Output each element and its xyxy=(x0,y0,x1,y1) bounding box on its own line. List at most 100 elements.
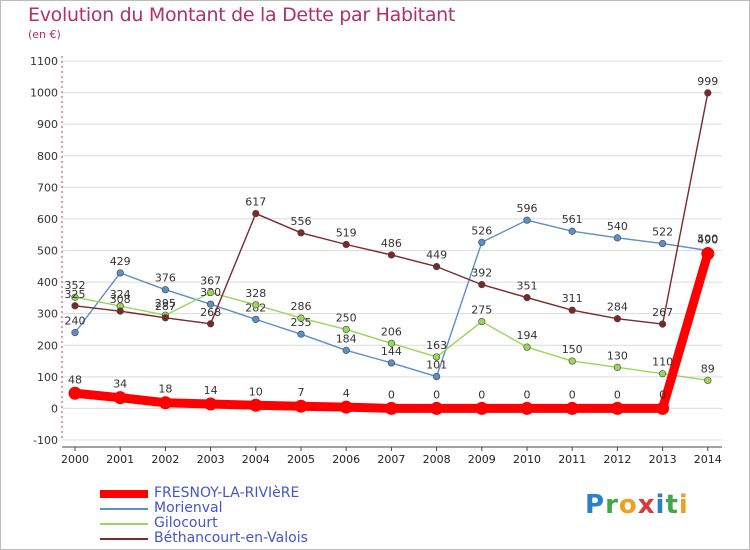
x-tick-label: 2002 xyxy=(151,453,179,466)
data-point-morienval xyxy=(613,234,622,242)
data-point-b-thancourt-en-valois xyxy=(161,314,169,322)
data-point-gilocourt xyxy=(71,293,79,301)
data-label-fresnoy-la-rivi-re: 18 xyxy=(158,383,172,396)
data-point-fresnoy-la-rivi-re xyxy=(475,401,489,415)
legend-swatch-gilocourt xyxy=(100,523,148,525)
data-point-gilocourt xyxy=(252,301,260,309)
data-point-morienval xyxy=(342,346,350,354)
x-tick-label: 2011 xyxy=(558,453,586,466)
data-point-gilocourt xyxy=(613,363,622,371)
data-point-b-thancourt-en-valois xyxy=(252,209,260,218)
y-tick-label: 200 xyxy=(37,339,58,352)
proxiti-logo: Proxiti xyxy=(585,490,689,520)
legend-item-morienval: Morienval xyxy=(100,500,400,517)
data-label-morienval: 240 xyxy=(65,315,86,328)
data-point-morienval xyxy=(658,239,667,248)
x-tick-label: 2003 xyxy=(197,453,225,466)
data-point-morienval xyxy=(297,330,305,338)
legend-swatch-bethancourt xyxy=(100,538,148,540)
data-label-gilocourt: 324 xyxy=(110,288,131,301)
data-point-gilocourt xyxy=(568,357,576,365)
data-point-morienval xyxy=(116,269,124,277)
data-label-morienval: 429 xyxy=(110,255,131,268)
data-point-b-thancourt-en-valois xyxy=(478,281,486,289)
data-point-b-thancourt-en-valois xyxy=(297,229,305,237)
data-label-morienval: 235 xyxy=(291,316,312,329)
data-label-morienval: 144 xyxy=(381,345,402,358)
x-tick-label: 2004 xyxy=(242,453,270,466)
data-label-fresnoy-la-rivi-re: 0 xyxy=(388,388,395,401)
data-label-b-thancourt-en-valois: 556 xyxy=(291,215,312,228)
data-point-morienval xyxy=(568,227,576,235)
data-label-gilocourt: 367 xyxy=(200,275,221,288)
data-point-fresnoy-la-rivi-re xyxy=(294,399,308,413)
data-label-gilocourt: 130 xyxy=(607,349,628,362)
data-label-fresnoy-la-rivi-re: 14 xyxy=(204,384,218,397)
y-tick-label: 300 xyxy=(37,308,58,321)
data-point-b-thancourt-en-valois xyxy=(658,320,667,328)
data-point-gilocourt xyxy=(658,370,667,378)
data-label-b-thancourt-en-valois: 351 xyxy=(517,280,538,293)
data-label-b-thancourt-en-valois: 284 xyxy=(607,301,628,314)
x-tick-label: 2006 xyxy=(332,453,360,466)
data-point-fresnoy-la-rivi-re xyxy=(384,401,398,415)
data-point-b-thancourt-en-valois xyxy=(71,302,79,310)
data-point-morienval xyxy=(161,286,169,294)
x-tick-label: 2014 xyxy=(694,453,722,466)
data-label-morienval: 500 xyxy=(697,233,718,246)
data-label-gilocourt: 206 xyxy=(381,325,402,338)
data-point-morienval xyxy=(433,372,441,381)
data-label-b-thancourt-en-valois: 486 xyxy=(381,237,402,250)
y-tick-label: 500 xyxy=(37,245,58,258)
data-label-b-thancourt-en-valois: 268 xyxy=(200,306,221,319)
data-label-fresnoy-la-rivi-re: 4 xyxy=(343,387,350,400)
data-label-fresnoy-la-rivi-re: 10 xyxy=(249,385,263,398)
data-label-fresnoy-la-rivi-re: 7 xyxy=(298,386,305,399)
chart-title: Evolution du Montant de la Dette par Hab… xyxy=(28,4,456,26)
data-point-b-thancourt-en-valois xyxy=(568,306,576,314)
data-point-fresnoy-la-rivi-re xyxy=(610,401,624,415)
data-point-fresnoy-la-rivi-re xyxy=(430,401,444,415)
y-tick-label: 100 xyxy=(37,371,58,384)
legend-item-fresnoy: FRESNOY-LA-RIVIèRE xyxy=(100,485,400,502)
y-tick-label: 700 xyxy=(37,181,58,194)
data-label-b-thancourt-en-valois: 308 xyxy=(110,293,131,306)
data-label-gilocourt: 275 xyxy=(471,304,492,317)
y-tick-label: 600 xyxy=(37,213,58,226)
data-point-gilocourt xyxy=(433,353,441,361)
data-point-b-thancourt-en-valois xyxy=(116,307,124,315)
series-line-b-thancourt-en-valois xyxy=(74,92,709,325)
data-point-b-thancourt-en-valois xyxy=(342,240,350,249)
data-label-b-thancourt-en-valois: 999 xyxy=(697,75,718,88)
data-point-fresnoy-la-rivi-re xyxy=(68,386,82,400)
data-point-fresnoy-la-rivi-re xyxy=(339,400,353,414)
data-point-gilocourt xyxy=(523,343,531,351)
x-tick-label: 2010 xyxy=(513,453,541,466)
data-label-b-thancourt-en-valois: 287 xyxy=(155,300,176,313)
data-point-morienval xyxy=(523,216,531,224)
data-label-fresnoy-la-rivi-re: 0 xyxy=(614,388,621,401)
data-point-fresnoy-la-rivi-re xyxy=(249,398,263,412)
data-point-fresnoy-la-rivi-re xyxy=(158,396,172,410)
data-point-morienval xyxy=(387,359,396,367)
data-label-b-thancourt-en-valois: 392 xyxy=(471,267,492,280)
data-label-morienval: 561 xyxy=(562,213,583,226)
data-label-gilocourt: 110 xyxy=(652,356,673,369)
legend-swatch-morienval xyxy=(100,508,148,510)
data-point-gilocourt xyxy=(704,376,712,384)
data-label-morienval: 596 xyxy=(517,202,538,215)
data-point-morienval xyxy=(478,238,486,246)
x-tick-label: 2008 xyxy=(423,453,451,466)
data-label-b-thancourt-en-valois: 325 xyxy=(65,288,86,301)
data-label-gilocourt: 150 xyxy=(562,343,583,356)
data-label-morienval: 540 xyxy=(607,220,628,233)
data-point-morienval xyxy=(207,300,215,308)
data-point-gilocourt xyxy=(207,288,215,297)
data-label-fresnoy-la-rivi-re: 0 xyxy=(659,388,666,401)
data-label-b-thancourt-en-valois: 519 xyxy=(336,226,357,239)
data-point-gilocourt xyxy=(342,325,350,334)
data-label-gilocourt: 194 xyxy=(517,329,538,342)
y-tick-label: 0 xyxy=(51,402,58,415)
x-tick-label: 2001 xyxy=(106,453,134,466)
